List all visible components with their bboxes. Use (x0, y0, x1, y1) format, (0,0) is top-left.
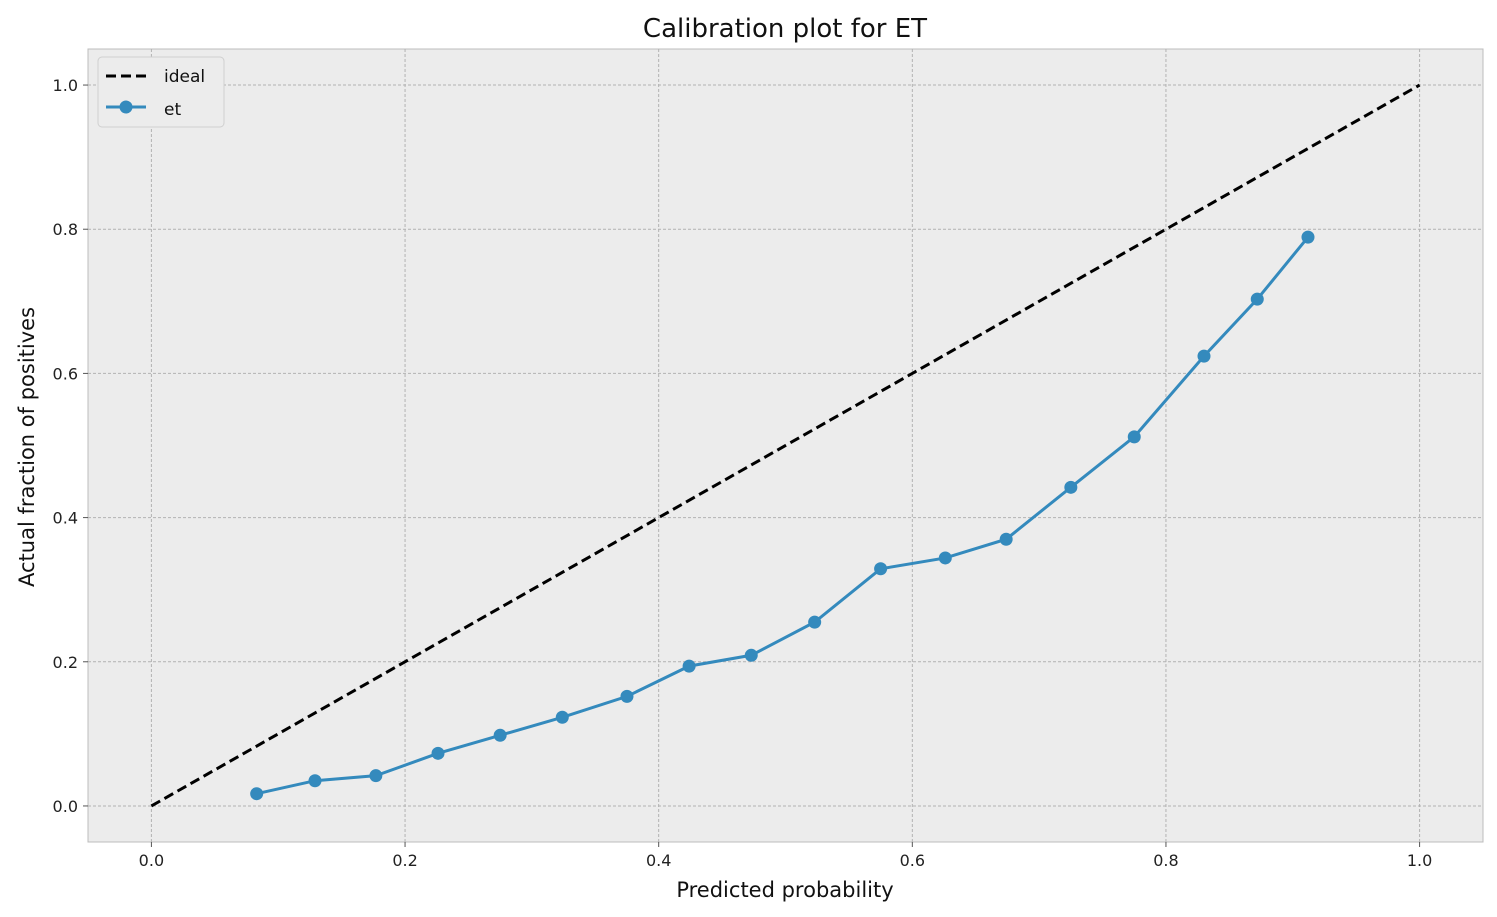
y-tick-label: 0.8 (53, 220, 78, 239)
series-layer (150, 83, 1421, 808)
x-tick-label: 0.2 (392, 851, 417, 870)
data-point-et (493, 728, 507, 742)
data-point-et (938, 551, 952, 565)
y-tick-label: 1.0 (53, 76, 78, 95)
legend-marker-et (119, 100, 133, 114)
data-point-et (1127, 430, 1141, 444)
y-tick-label: 0.6 (53, 364, 78, 383)
data-point-et (999, 532, 1013, 546)
y-axis-label: Actual fraction of positives (15, 307, 39, 587)
data-point-et (1301, 230, 1315, 244)
x-tick-label: 0.8 (1153, 851, 1178, 870)
x-tick-label: 0.4 (646, 851, 671, 870)
series-line-et (256, 236, 1310, 796)
x-tick-label: 1.0 (1407, 851, 1432, 870)
data-point-et (555, 710, 569, 724)
y-tick-label: 0.2 (53, 653, 78, 672)
x-tick-label: 0.6 (900, 851, 925, 870)
legend-label-et: et (164, 100, 181, 120)
data-point-et (1250, 292, 1264, 306)
data-point-et (308, 774, 322, 788)
x-tick-label: 0.0 (139, 851, 164, 870)
x-axis-label: Predicted probability (676, 878, 893, 902)
data-point-et (1064, 480, 1078, 494)
data-point-et (1197, 349, 1211, 363)
data-point-et (874, 562, 888, 576)
x-tick-labels: 0.0 0.2 0.4 0.6 0.8 1.0 (139, 851, 1433, 870)
chart-title: Calibration plot for ET (643, 14, 927, 44)
y-tick-label: 0.0 (53, 797, 78, 816)
data-point-et (682, 659, 696, 673)
data-point-et (369, 769, 383, 783)
y-tick-label: 0.4 (53, 509, 78, 528)
data-point-et (250, 787, 264, 801)
legend-label-ideal: ideal (164, 67, 205, 87)
y-tick-labels: 0.0 0.2 0.4 0.6 0.8 1.0 (53, 76, 78, 816)
grid-lines (83, 49, 1483, 847)
data-point-et (808, 615, 822, 629)
legend: ideal et (97, 56, 225, 128)
data-point-et (431, 746, 445, 760)
series-line-ideal (150, 83, 1421, 808)
data-point-et (744, 648, 758, 662)
data-point-et (620, 689, 634, 703)
